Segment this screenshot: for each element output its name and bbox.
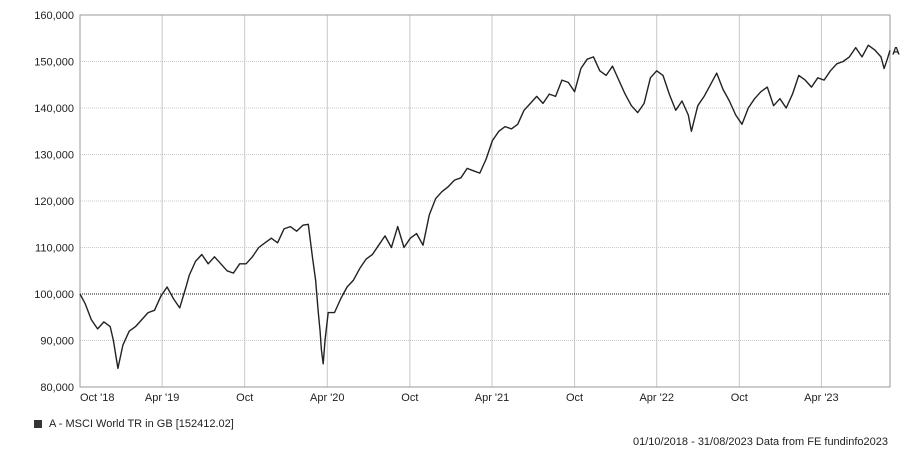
x-tick-label: Apr '19 bbox=[145, 392, 180, 404]
y-axis-tick-labels: 160,000 150,000 140,000 130,000 120,000 110,0… bbox=[34, 10, 74, 394]
x-tick-label: Oct bbox=[401, 392, 418, 404]
x-tick-label: Apr '22 bbox=[639, 392, 674, 404]
x-tick-label: Apr '20 bbox=[310, 392, 345, 404]
line-chart: 160,000 150,000 140,000 130,000 120,000 110,0… bbox=[34, 10, 900, 404]
date-range-source-note: 01/10/2018 - 31/08/2023 Data from FE fun… bbox=[632, 436, 888, 448]
legend-label: A - MSCI World TR in GB [152412.02] bbox=[49, 418, 234, 430]
gridlines bbox=[80, 15, 890, 387]
y-tick-label: 80,000 bbox=[40, 382, 74, 394]
x-tick-label: Oct bbox=[731, 392, 748, 404]
x-tick-label: Apr '23 bbox=[804, 392, 839, 404]
x-axis-tick-labels: Oct '18 Apr '19 Oct Apr '20 Oct Apr '21 Oct Apr… bbox=[80, 392, 839, 404]
plot-area-border bbox=[79, 14, 891, 388]
y-tick-label: 120,000 bbox=[34, 196, 74, 208]
y-tick-label: 160,000 bbox=[34, 10, 74, 22]
x-tick-label: Oct bbox=[566, 392, 583, 404]
y-tick-label: 150,000 bbox=[34, 57, 74, 69]
y-tick-label: 140,000 bbox=[34, 103, 74, 115]
x-tick-label: Oct '18 bbox=[80, 392, 115, 404]
x-tick-label: Apr '21 bbox=[475, 392, 510, 404]
series-end-label: A bbox=[892, 45, 900, 57]
y-tick-label: 90,000 bbox=[40, 336, 74, 348]
legend-swatch-icon bbox=[34, 420, 42, 428]
legend: A - MSCI World TR in GB [152412.02] bbox=[34, 417, 234, 431]
y-tick-label: 110,000 bbox=[35, 243, 74, 255]
x-tick-label: Oct bbox=[236, 392, 253, 404]
series-line-a bbox=[79, 44, 891, 370]
y-tick-label: 100,000 bbox=[34, 289, 74, 301]
y-tick-label: 130,000 bbox=[34, 150, 74, 162]
